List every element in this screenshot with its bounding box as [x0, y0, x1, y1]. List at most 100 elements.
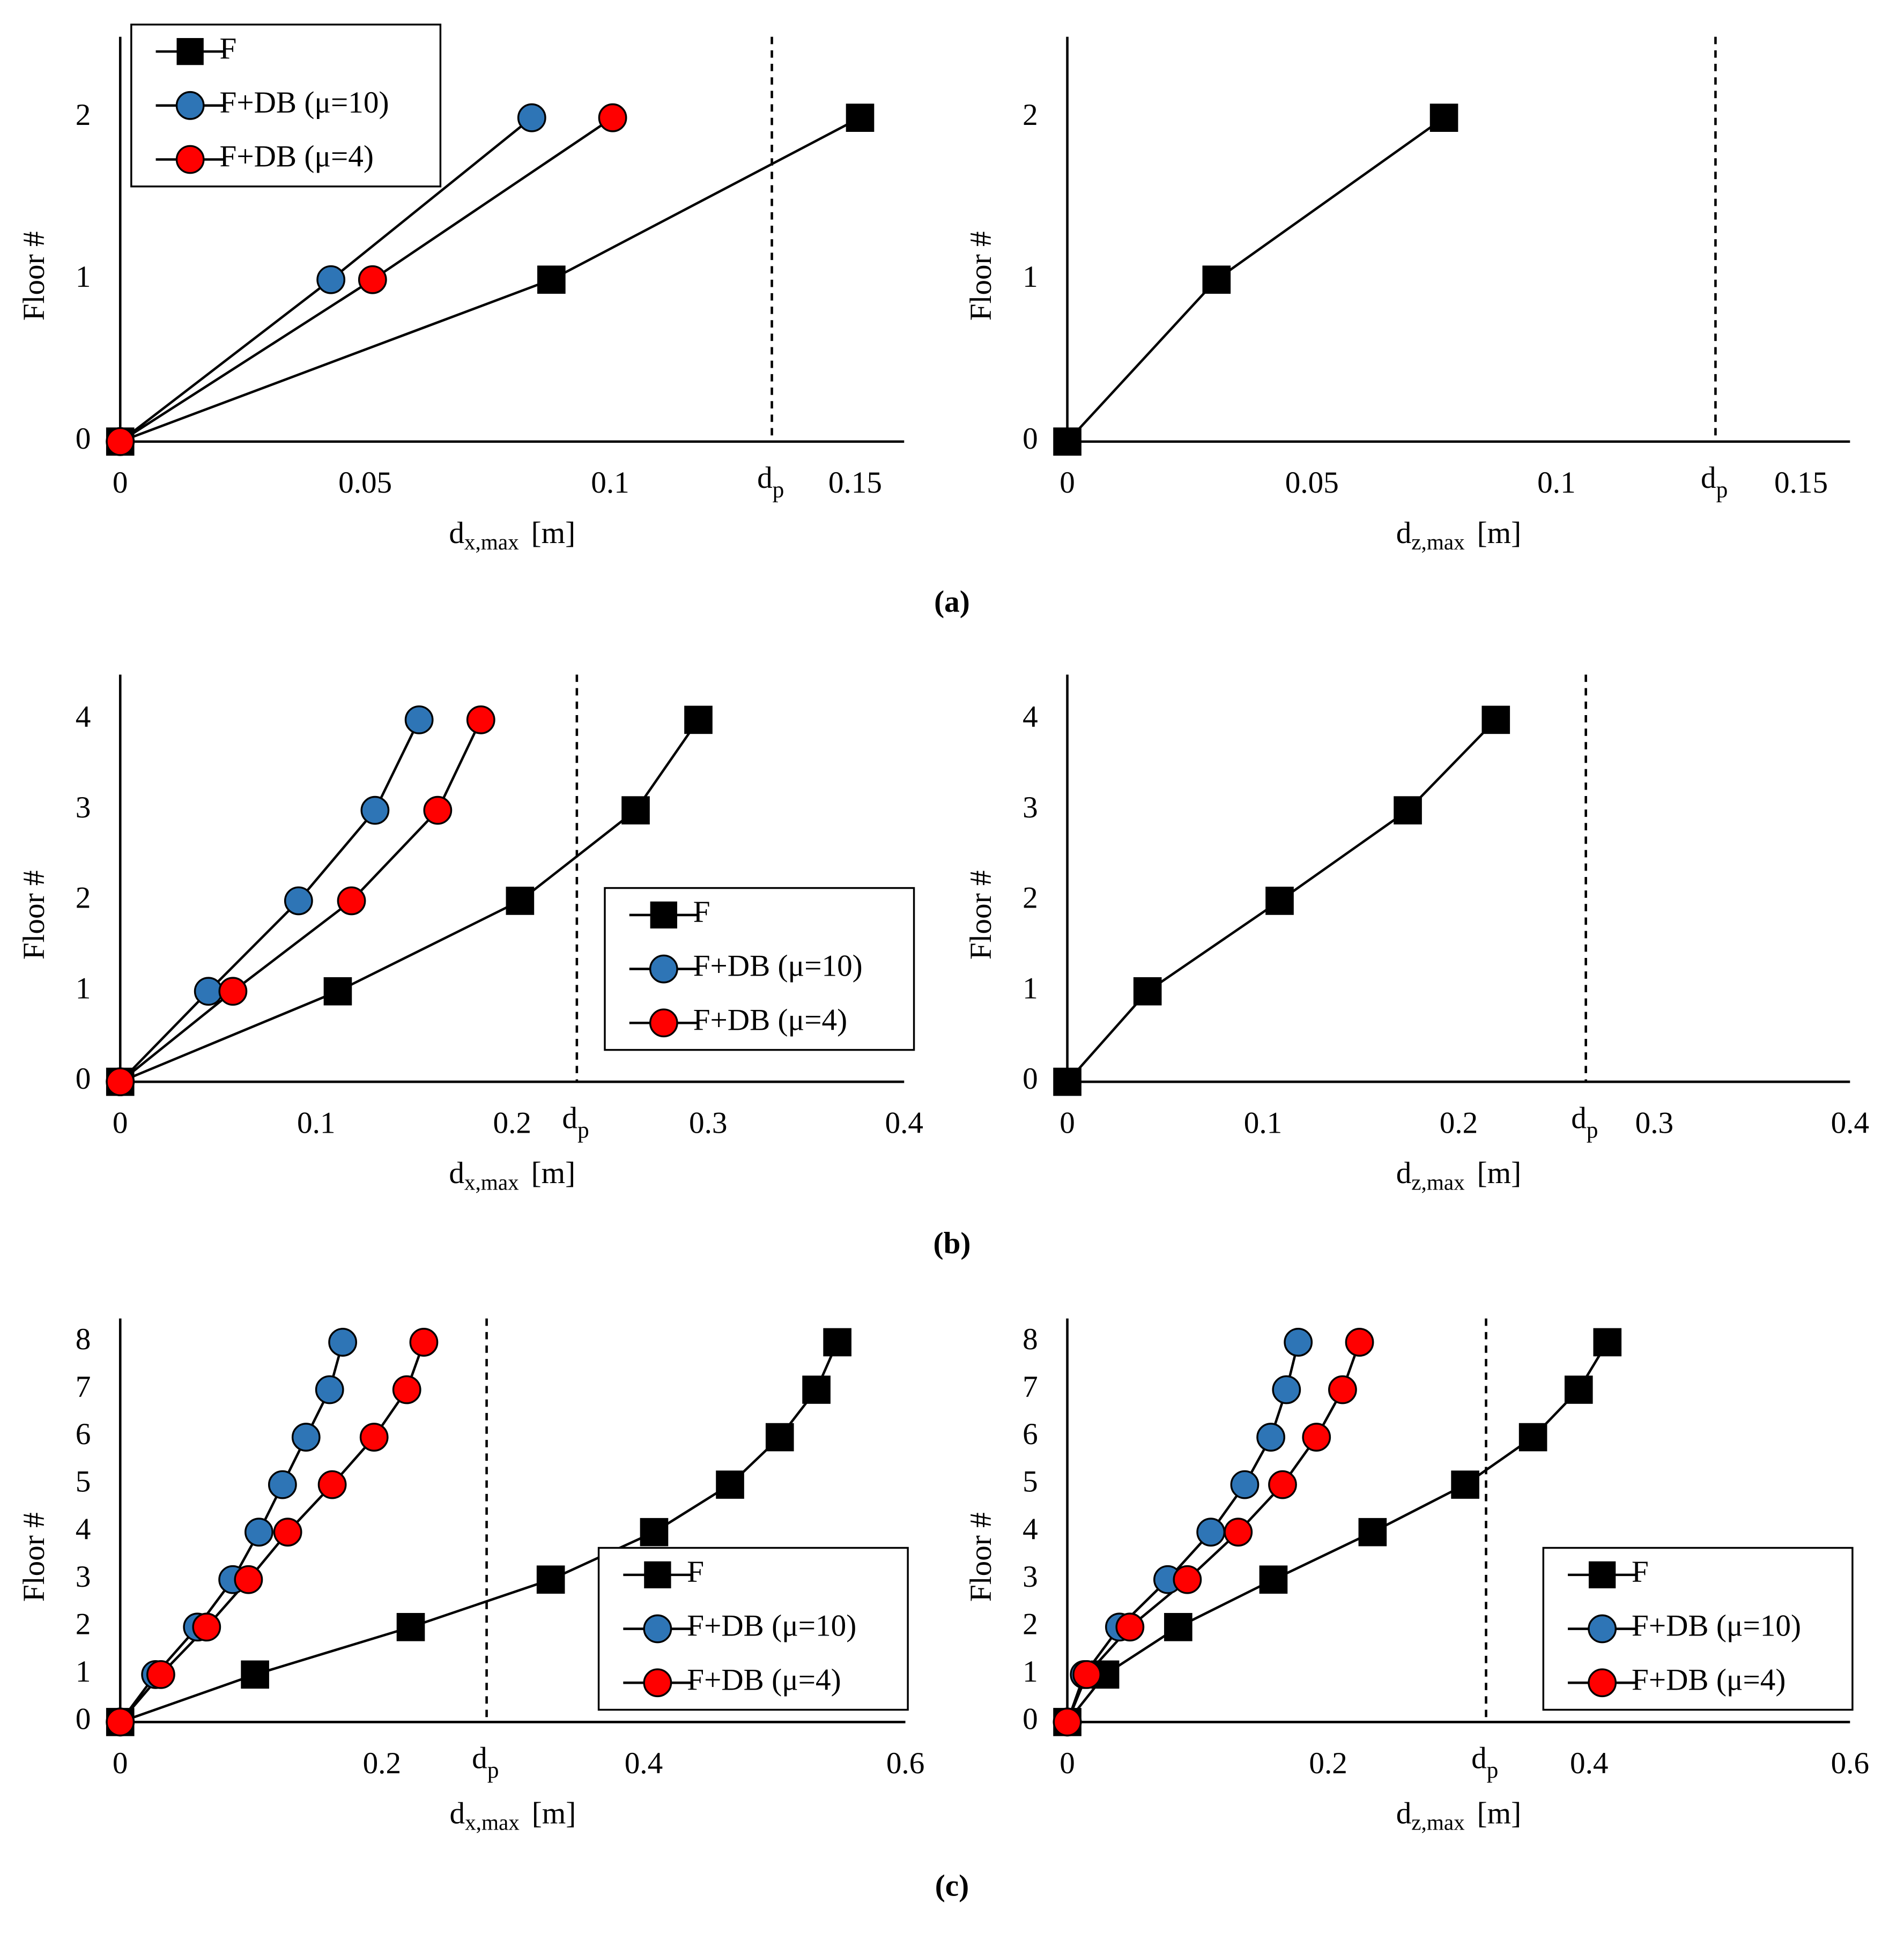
marker: [598, 103, 627, 132]
threshold-label: dp: [1571, 1101, 1598, 1142]
x-tick-label: 0.3: [689, 1106, 727, 1140]
marker: [146, 1660, 175, 1689]
marker: [1284, 1328, 1313, 1357]
x-axis-label: dz,max [m]: [1396, 516, 1522, 554]
x-tick-label: 0.6: [1831, 1746, 1869, 1780]
marker: [1429, 103, 1458, 132]
legend: F F+DB (μ=10) F+DB (μ=4): [604, 887, 915, 1051]
marker: [1259, 1565, 1288, 1594]
marker: [1328, 1375, 1357, 1404]
marker: [1272, 1375, 1301, 1404]
marker: [245, 1518, 273, 1547]
x-axis-label-unit: [m]: [532, 1797, 576, 1831]
marker: [194, 977, 223, 1006]
panel-caption: (c): [935, 1869, 969, 1903]
x-tick-label: 0.4: [1570, 1746, 1608, 1780]
x-tick-label: 0.6: [886, 1746, 924, 1780]
marker: [1173, 1565, 1202, 1594]
marker: [316, 265, 346, 294]
y-tick-label: 5: [1023, 1465, 1038, 1499]
y-tick-label: 8: [1023, 1322, 1038, 1356]
x-axis-label-unit: [m]: [531, 1156, 576, 1190]
threshold-label-sub: p: [487, 1757, 499, 1783]
x-tick-label: 0.15: [1774, 466, 1828, 500]
marker: [284, 886, 313, 916]
legend: F F+DB (μ=10) F+DB (μ=4): [597, 1547, 909, 1711]
y-axis-label: Floor #: [17, 870, 51, 960]
marker: [106, 1067, 135, 1096]
x-tick-label: 0.1: [297, 1106, 335, 1140]
marker: [1115, 1612, 1145, 1642]
y-tick-label: 1: [1023, 1655, 1038, 1689]
x-axis-label: dz,max [m]: [1396, 1156, 1522, 1194]
marker: [1053, 1067, 1081, 1096]
y-tick-label: 3: [76, 1560, 91, 1594]
y-tick-label: 2: [76, 881, 91, 915]
x-tick-label: 0.1: [1537, 466, 1575, 500]
y-tick-label: 2: [1023, 881, 1038, 915]
marker: [1053, 427, 1081, 456]
x-axis-label-main: d: [1396, 1156, 1412, 1190]
legend-label: F+DB (μ=10): [220, 86, 389, 120]
legend-marker: [650, 901, 677, 929]
y-tick-label: 2: [76, 98, 91, 132]
legend-label: F+DB (μ=10): [1632, 1609, 1801, 1643]
series-line: [1066, 116, 1445, 443]
x-tick-label: 0: [1060, 466, 1075, 500]
y-tick-label: 8: [76, 1322, 91, 1356]
threshold-label-main: d: [757, 461, 773, 495]
legend: F F+DB (μ=10) F+DB (μ=4): [1542, 1547, 1854, 1711]
marker: [241, 1660, 269, 1689]
legend-label: F+DB (μ=10): [687, 1609, 856, 1643]
x-tick-label: 0.05: [338, 466, 392, 500]
y-tick-label: 6: [76, 1417, 91, 1451]
legend: F F+DB (μ=10) F+DB (μ=4): [130, 24, 442, 188]
x-axis-label-sub: x,max: [464, 530, 519, 554]
threshold-label-main: d: [1471, 1742, 1487, 1775]
y-tick-label: 3: [1023, 791, 1038, 824]
x-tick-label: 0.2: [1440, 1106, 1478, 1140]
marker: [802, 1376, 831, 1404]
y-tick-label: 2: [76, 1607, 91, 1641]
threshold-label-main: d: [472, 1742, 487, 1775]
y-tick-label: 2: [1023, 98, 1038, 132]
marker: [1133, 977, 1162, 1006]
x-tick-label: 0: [113, 466, 128, 500]
series-line: [119, 719, 420, 1083]
legend-label: F: [220, 32, 237, 65]
y-tick-label: 1: [76, 971, 91, 1005]
y-tick-label: 1: [1023, 971, 1038, 1005]
y-tick-label: 1: [76, 260, 91, 294]
x-tick-label: 0.1: [591, 466, 629, 500]
marker: [1265, 887, 1294, 915]
marker: [537, 265, 566, 294]
marker: [1345, 1328, 1374, 1357]
y-axis-label: Floor #: [964, 1512, 998, 1602]
marker: [317, 1470, 347, 1499]
marker: [1053, 1707, 1082, 1737]
x-tick-label: 0: [113, 1746, 128, 1780]
marker: [1302, 1423, 1331, 1452]
legend-marker: [649, 954, 678, 984]
x-axis-label-main: d: [449, 1156, 464, 1190]
legend-marker: [649, 1008, 678, 1038]
marker: [218, 977, 248, 1006]
marker: [359, 1423, 389, 1452]
marker: [1164, 1612, 1192, 1641]
marker: [392, 1375, 421, 1404]
x-axis-label-sub: x,max: [465, 1810, 520, 1835]
y-axis-label: Floor #: [964, 231, 998, 321]
marker: [1256, 1423, 1285, 1452]
y-tick-label: 7: [1023, 1370, 1038, 1404]
legend-marker: [643, 1668, 672, 1698]
legend-label: F: [1632, 1555, 1649, 1589]
x-axis-label-main: d: [1396, 516, 1412, 550]
marker: [315, 1375, 344, 1404]
x-tick-label: 0.4: [625, 1746, 663, 1780]
y-tick-label: 7: [76, 1370, 91, 1404]
y-tick-label: 0: [1023, 422, 1038, 456]
